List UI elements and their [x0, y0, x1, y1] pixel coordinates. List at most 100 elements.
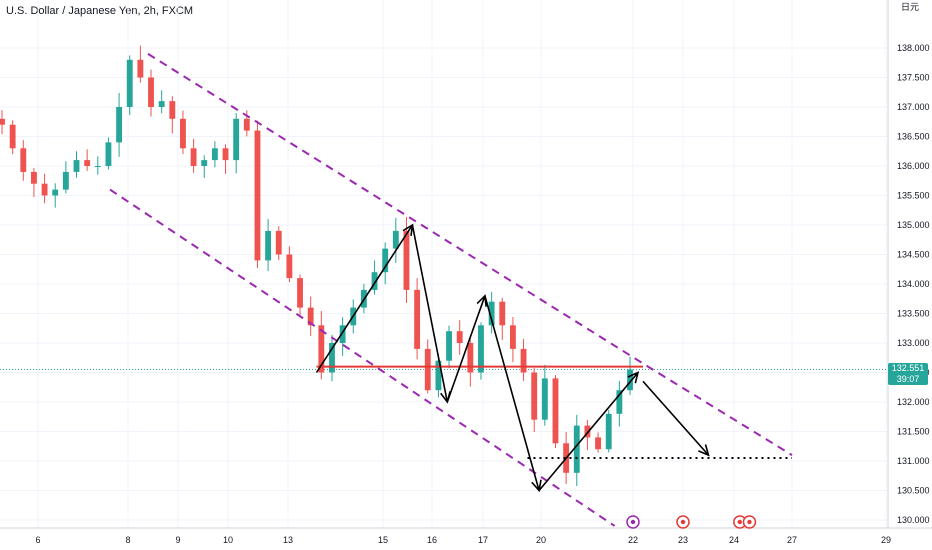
candle-body[interactable]	[275, 230, 282, 255]
zigzag-arrow-5-shaft[interactable]	[538, 371, 639, 492]
price-tick-label: 134.000	[897, 279, 930, 289]
candle-body[interactable]	[41, 183, 48, 196]
candle-body[interactable]	[520, 348, 527, 373]
time-tick-label: 13	[283, 535, 293, 545]
candle-body[interactable]	[73, 160, 80, 172]
time-tick-label: 15	[378, 535, 388, 545]
candle-body[interactable]	[180, 118, 186, 149]
candle-body[interactable]	[201, 160, 208, 166]
zigzag-arrow-5-head	[627, 371, 640, 384]
candle-body[interactable]	[148, 77, 154, 108]
time-tick-label: 23	[678, 535, 688, 545]
time-tick-label: 6	[35, 535, 40, 545]
candle-body[interactable]	[552, 378, 559, 444]
candle-body[interactable]	[584, 425, 591, 438]
candle-body[interactable]	[467, 343, 474, 373]
zigzag-arrow-4-shaft[interactable]	[484, 295, 540, 491]
grid-lines	[0, 0, 888, 528]
price-tick-label: 134.500	[897, 250, 930, 260]
candle-body[interactable]	[62, 171, 69, 190]
candle-body[interactable]	[424, 348, 431, 391]
candle-body[interactable]	[318, 325, 325, 373]
drawing-overlays[interactable]	[109, 53, 793, 527]
candle-body[interactable]	[446, 331, 452, 361]
time-tick-label: 10	[223, 535, 233, 545]
candle-body[interactable]	[116, 107, 123, 143]
candle-body[interactable]	[265, 230, 272, 261]
price-tick-label: 131.000	[897, 456, 930, 466]
zigzag-arrow-2-shaft[interactable]	[411, 224, 449, 403]
price-tick-label: 136.500	[897, 132, 930, 142]
record-icon-dot	[737, 519, 742, 525]
candle-body[interactable]	[329, 343, 335, 373]
time-tick-label: 17	[478, 535, 488, 545]
candle-body[interactable]	[169, 101, 176, 119]
candle-body[interactable]	[9, 124, 16, 149]
candlestick-series[interactable]	[0, 45, 633, 487]
candle-body[interactable]	[392, 230, 399, 249]
price-tick-label: 130.000	[897, 515, 930, 525]
projection-arrow-shaft[interactable]	[642, 380, 710, 456]
candle-body[interactable]	[243, 118, 250, 131]
channel-upper-line[interactable]	[147, 53, 793, 456]
time-tick-label: 22	[628, 535, 638, 545]
candle-body[interactable]	[382, 248, 389, 273]
candle-body[interactable]	[456, 331, 463, 343]
price-tick-label: 133.500	[897, 309, 930, 319]
price-tick-label: 135.000	[897, 220, 930, 230]
candle-body[interactable]	[627, 369, 633, 391]
candle-body[interactable]	[158, 101, 165, 107]
candle-body[interactable]	[254, 130, 261, 261]
candle-body[interactable]	[307, 307, 314, 326]
candle-body[interactable]	[478, 325, 484, 373]
candle-body[interactable]	[499, 301, 506, 326]
price-tick-label: 133.000	[897, 338, 930, 348]
price-tick-label: 137.500	[897, 73, 930, 83]
candle-body[interactable]	[105, 142, 112, 166]
candle-body[interactable]	[52, 189, 59, 196]
channel-lower-line[interactable]	[109, 188, 616, 527]
candle-body[interactable]	[531, 372, 538, 420]
time-tick-label: 8	[125, 535, 130, 545]
candle-body[interactable]	[84, 160, 91, 166]
time-tick-label: 16	[427, 535, 437, 545]
candle-body[interactable]	[222, 148, 229, 161]
zigzag-arrow-1-shaft[interactable]	[315, 224, 414, 373]
time-tick-label: 24	[729, 535, 739, 545]
time-axis[interactable]: 6 8 9 10 13 15 16 17 20 22 23 24 27 29	[0, 515, 932, 545]
candle-body[interactable]	[190, 148, 197, 166]
candle-body[interactable]	[403, 230, 410, 290]
candle-body[interactable]	[488, 301, 495, 326]
projection-arrow-head	[698, 444, 710, 457]
candle-body[interactable]	[339, 325, 346, 343]
candle-body[interactable]	[31, 171, 37, 184]
candle-body[interactable]	[0, 118, 5, 125]
candle-body[interactable]	[233, 118, 240, 161]
candle-body[interactable]	[573, 425, 580, 473]
candle-body[interactable]	[286, 254, 293, 279]
last-price-value: 132.551	[891, 363, 925, 373]
candle-body[interactable]	[94, 166, 101, 167]
price-tick-label: 131.500	[897, 427, 930, 437]
candle-body[interactable]	[616, 390, 623, 414]
candle-body[interactable]	[541, 378, 548, 420]
candle-body[interactable]	[509, 325, 516, 349]
us-flag-icon-dot	[747, 519, 752, 525]
candle-body[interactable]	[20, 148, 27, 172]
candle-body[interactable]	[137, 59, 144, 78]
candle-body[interactable]	[371, 272, 378, 290]
candle-body[interactable]	[414, 289, 421, 349]
lightning-icon-dot	[630, 519, 636, 525]
candle-body[interactable]	[595, 437, 601, 450]
candle-body[interactable]	[211, 148, 218, 161]
candle-body[interactable]	[297, 278, 303, 308]
currency-label: 日元	[901, 2, 919, 12]
us-flag-icon-dot	[680, 519, 686, 525]
candle-body[interactable]	[126, 59, 133, 107]
price-axis[interactable]: 130.000 130.500 131.000 131.500 132.000 132.5…	[887, 0, 930, 528]
price-tick-label: 130.500	[897, 486, 930, 496]
candle-body[interactable]	[435, 360, 442, 391]
zigzag-arrow-3-shaft[interactable]	[446, 295, 486, 403]
candle-body[interactable]	[605, 413, 612, 450]
